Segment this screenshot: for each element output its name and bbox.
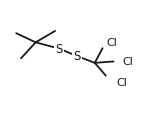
Text: Cl: Cl bbox=[117, 78, 127, 87]
Text: Cl: Cl bbox=[122, 57, 133, 67]
Text: S: S bbox=[55, 43, 63, 56]
Text: S: S bbox=[73, 50, 81, 63]
Text: Cl: Cl bbox=[106, 37, 117, 47]
